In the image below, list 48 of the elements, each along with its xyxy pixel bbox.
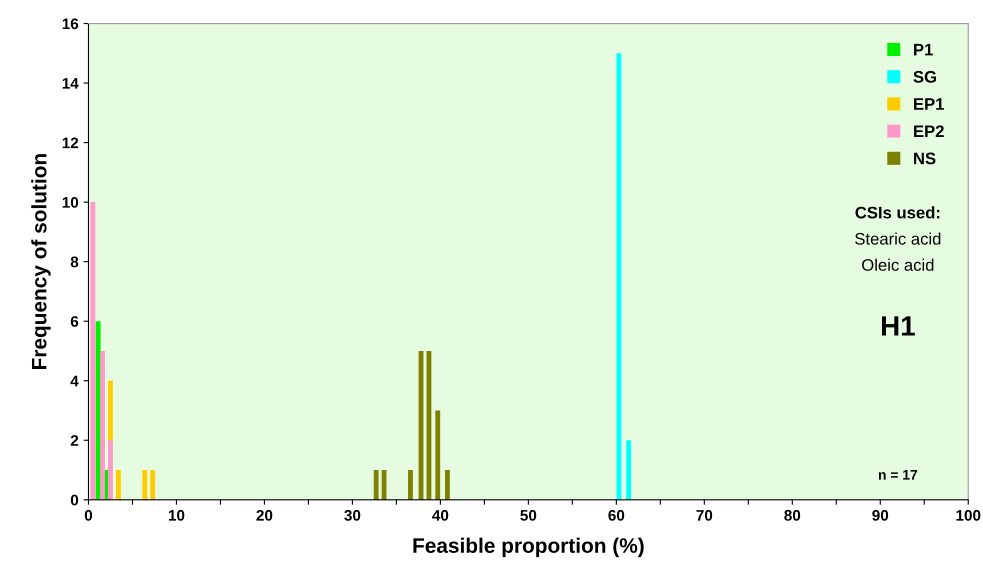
x-tick-label: 90 bbox=[872, 510, 888, 521]
y-tick-label: 2 bbox=[70, 435, 78, 446]
bar bbox=[445, 470, 450, 500]
x-tick-label: 70 bbox=[696, 510, 712, 521]
x-tick-label: 40 bbox=[432, 510, 448, 521]
x-tick-label: 20 bbox=[256, 510, 272, 521]
bar bbox=[100, 350, 105, 500]
bar bbox=[418, 350, 424, 500]
x-tick-label: 60 bbox=[608, 510, 624, 521]
y-axis-title: Frequency of solution bbox=[31, 154, 51, 370]
x-tick-label: 0 bbox=[84, 510, 92, 521]
y-tick-label: 14 bbox=[62, 78, 79, 89]
bar bbox=[116, 470, 121, 500]
y-tick-label: 10 bbox=[62, 196, 78, 208]
legend-label: SG bbox=[913, 70, 936, 83]
legend-label: P1 bbox=[914, 44, 933, 56]
bar bbox=[435, 410, 440, 500]
annotation: n = 17 bbox=[878, 470, 918, 480]
annotation: CSIs used: bbox=[855, 206, 940, 219]
bar bbox=[90, 202, 96, 500]
bar bbox=[616, 53, 622, 500]
x-tick-label: 100 bbox=[956, 510, 980, 521]
bar bbox=[382, 470, 386, 500]
x-tick-label: 50 bbox=[520, 510, 536, 521]
legend-label: EP2 bbox=[914, 125, 944, 137]
bar bbox=[626, 440, 632, 500]
bar bbox=[108, 440, 113, 500]
annotation: Stearic acid bbox=[855, 232, 940, 245]
annotation: H1 bbox=[882, 316, 915, 336]
legend-label: EP1 bbox=[914, 98, 944, 110]
y-tick-label: 16 bbox=[62, 18, 78, 30]
y-tick-label: 0 bbox=[70, 494, 78, 506]
x-axis-title: Feasible proportion (%) bbox=[413, 538, 644, 558]
y-tick-label: 8 bbox=[70, 256, 78, 268]
bar bbox=[374, 470, 379, 500]
x-tick-label: 80 bbox=[784, 510, 800, 521]
bar bbox=[96, 321, 101, 500]
annotation: Oleic acid bbox=[862, 258, 934, 271]
legend-label: NS bbox=[914, 152, 936, 164]
bar bbox=[142, 470, 148, 500]
y-tick-label: 4 bbox=[70, 376, 79, 386]
bar bbox=[426, 350, 432, 500]
y-tick-label: 12 bbox=[62, 137, 78, 148]
bar bbox=[150, 470, 156, 500]
bar bbox=[408, 470, 413, 500]
x-tick-label: 10 bbox=[168, 510, 184, 521]
x-tick-label: 30 bbox=[344, 510, 360, 521]
y-tick-label: 6 bbox=[70, 316, 78, 327]
